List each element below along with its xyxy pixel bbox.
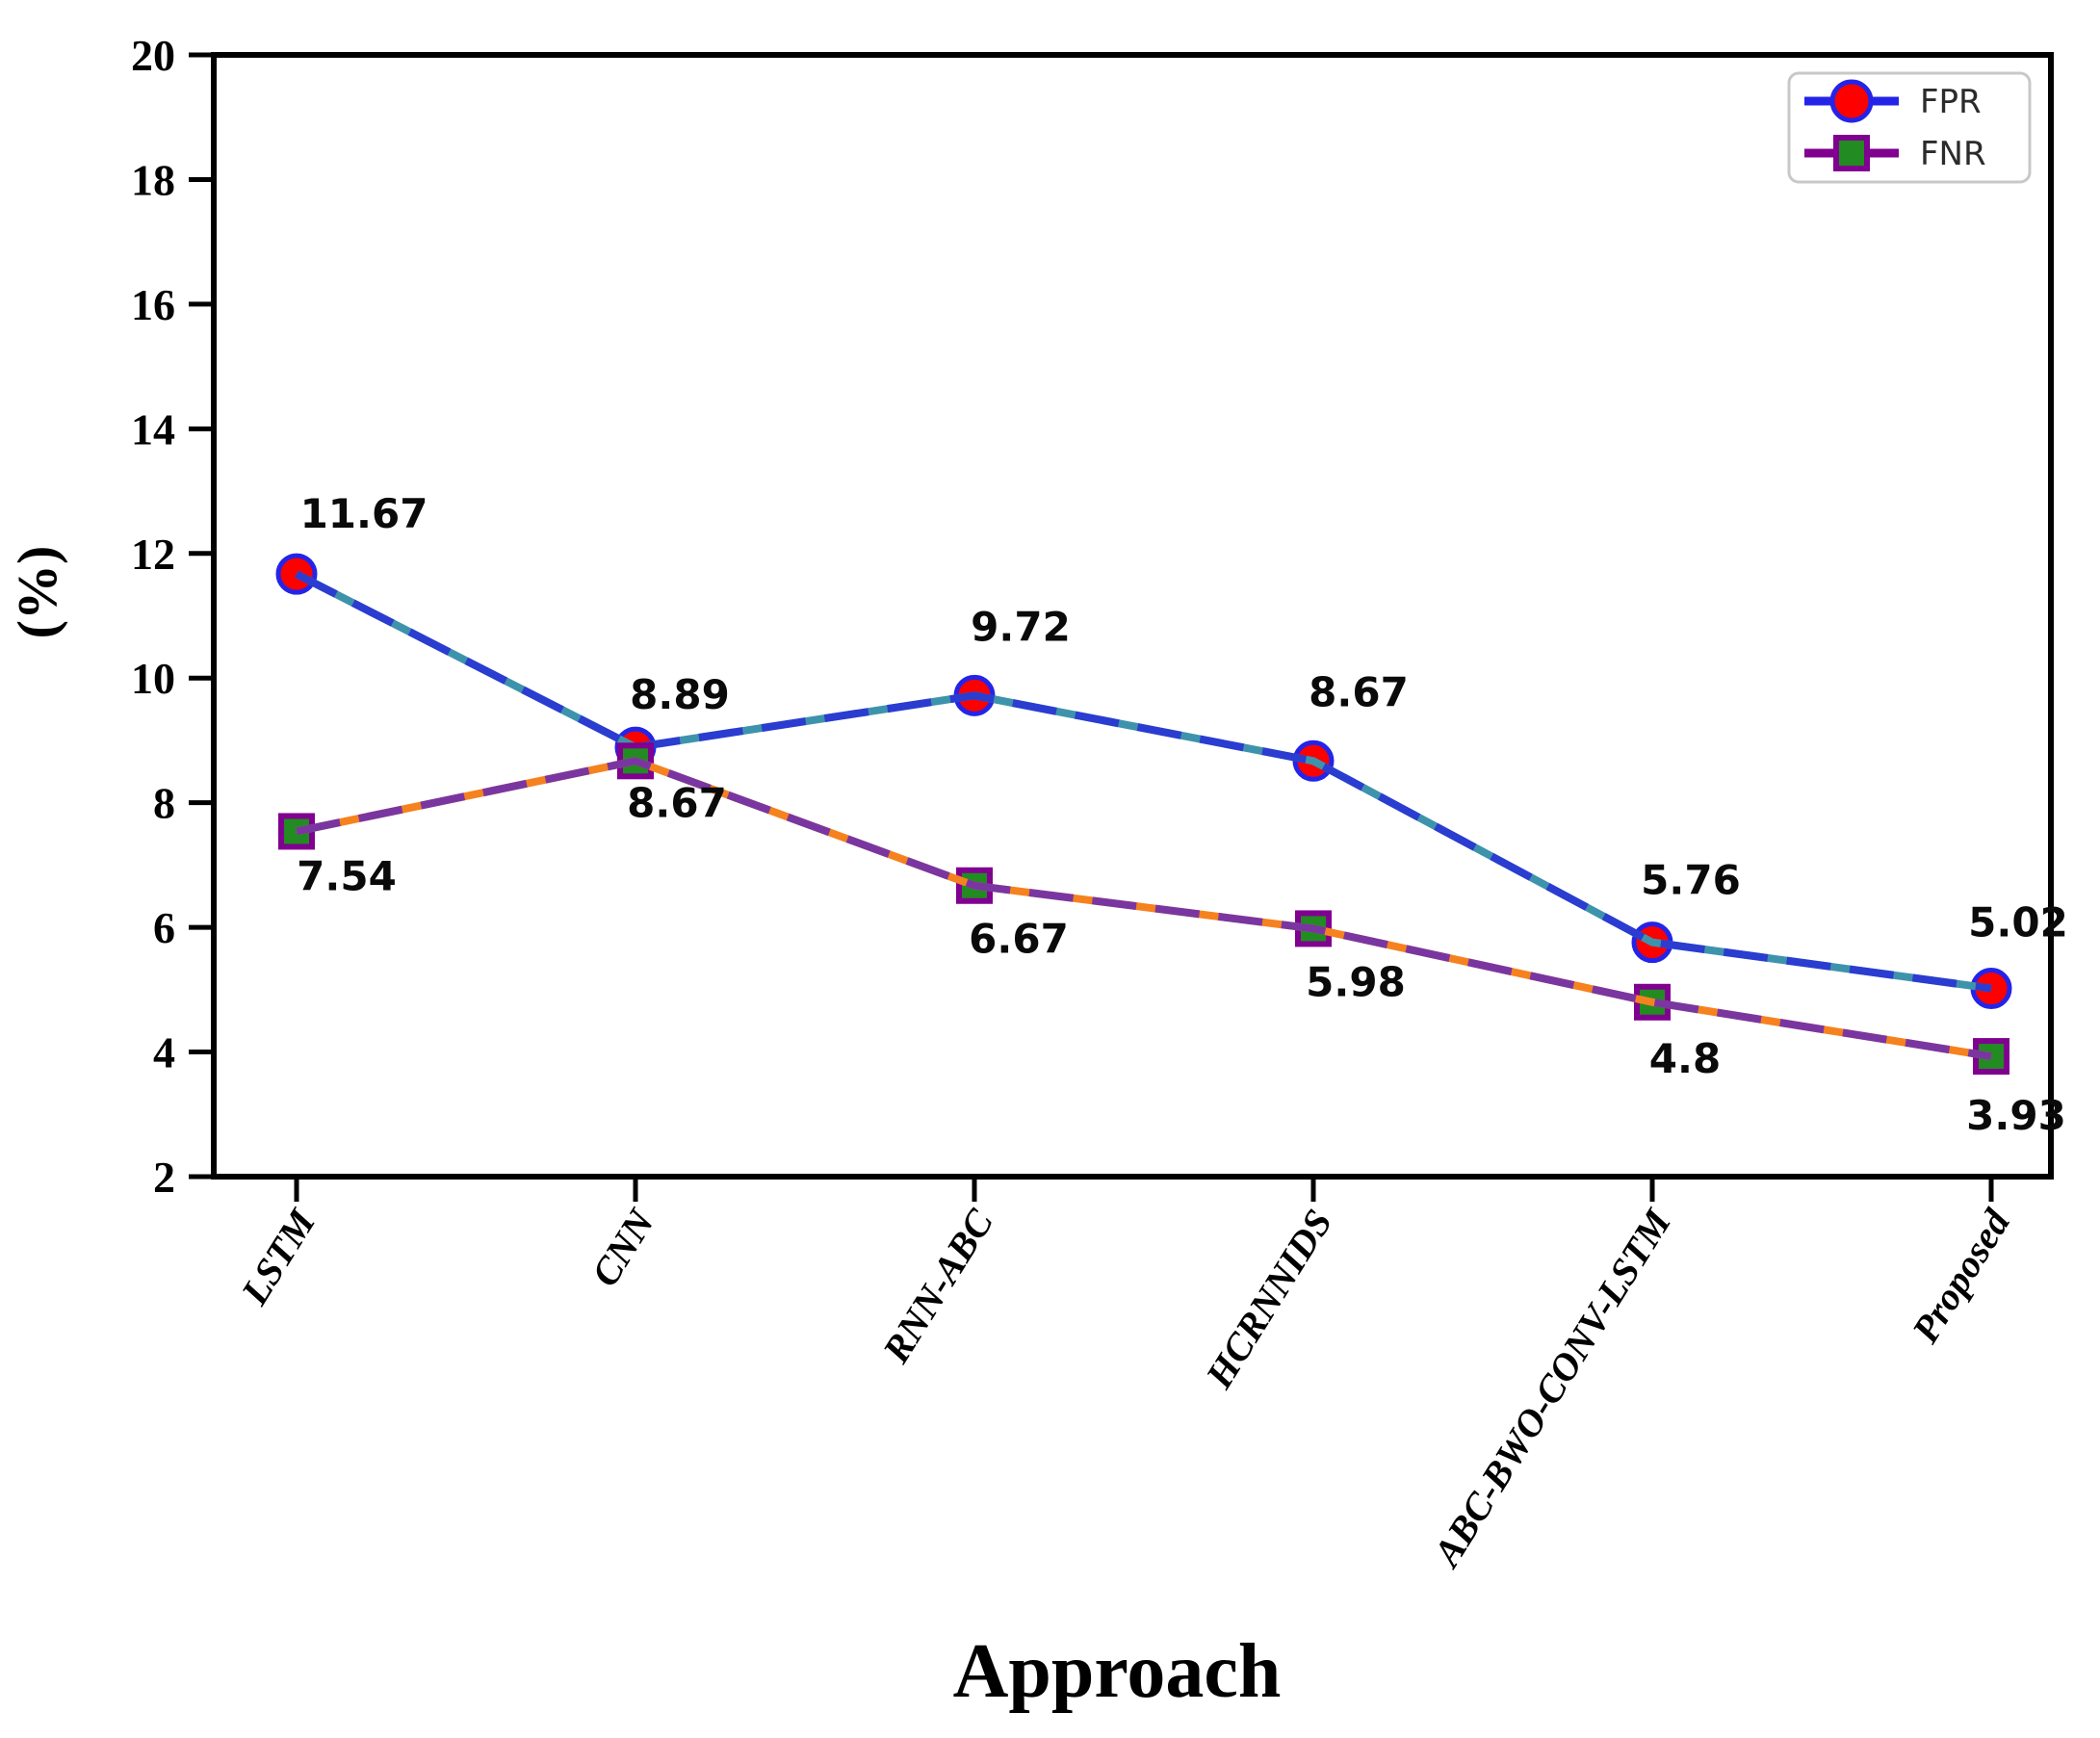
value-label-fnr-proposed: 3.93 — [1966, 1092, 2066, 1139]
x-tick-label-proposed: Proposed — [1903, 1201, 2018, 1351]
y-axis-title: (%) — [6, 546, 68, 639]
fpr-line-dashed — [295, 570, 1992, 993]
value-label-fpr-hcrnnids: 8.67 — [1309, 668, 1409, 715]
legend-item-fnr: FNR — [1804, 135, 1986, 173]
axes-frame — [211, 52, 2054, 1180]
value-label-fpr-lstm: 11.67 — [300, 490, 428, 537]
fnr-line-dashed — [296, 757, 1992, 1061]
x-tick-label-lstm: LSTM — [232, 1201, 324, 1312]
x-axis-title: Approach — [953, 1629, 1282, 1714]
value-label-fpr-cnn: 8.89 — [630, 671, 730, 718]
legend-item-fpr: FPR — [1804, 79, 1982, 123]
y-tick-label: 18 — [131, 155, 175, 204]
y-tick-label: 16 — [131, 280, 175, 329]
x-tick-label-hcrnnids: HCRNNIDS — [1197, 1202, 1340, 1396]
y-tick-label: 6 — [153, 903, 175, 952]
value-label-fpr-proposed: 5.02 — [1968, 899, 2068, 947]
value-label-fnr-rnn-abc: 6.67 — [969, 916, 1069, 963]
x-tick-label-abc-bwo-conv-lstm: ABC-BWO-CONV-LSTM — [1423, 1201, 1680, 1576]
value-label-fnr-cnn: 8.67 — [627, 779, 727, 826]
y-tick-label: 14 — [131, 404, 175, 454]
value-label-fnr-abc-bwo-conv-lstm: 4.8 — [1649, 1035, 1721, 1082]
x-tick-label-rnn-abc: RNN-ABC — [873, 1201, 1002, 1371]
legend-label-fnr: FNR — [1920, 135, 1986, 173]
legend: FPR FNR — [1787, 71, 2032, 184]
legend-fnr-square-icon — [1833, 135, 1870, 171]
legend-box — [1787, 71, 2032, 184]
y-tick-label: 8 — [153, 779, 175, 828]
y-tick-label: 20 — [131, 31, 175, 80]
plot-area: 2 4 6 8 10 12 14 16 18 20 LSTM CNN RNN-ABC HCRNNIDS AB… — [131, 31, 2068, 1576]
legend-fpr-circle-icon — [1829, 79, 1874, 123]
legend-label-fpr: FPR — [1920, 83, 1982, 121]
value-label-fpr-rnn-abc: 9.72 — [971, 603, 1071, 650]
value-label-fnr-lstm: 7.54 — [297, 852, 397, 899]
value-label-fnr-hcrnnids: 5.98 — [1306, 958, 1406, 1005]
y-tick-label: 4 — [153, 1028, 175, 1077]
y-tick-label: 2 — [153, 1153, 175, 1202]
y-tick-label: 12 — [131, 530, 175, 579]
value-label-fpr-abc-bwo-conv-lstm: 5.76 — [1641, 857, 1741, 904]
x-tick-label-cnn: CNN — [583, 1200, 663, 1293]
y-tick-label: 10 — [131, 654, 175, 703]
